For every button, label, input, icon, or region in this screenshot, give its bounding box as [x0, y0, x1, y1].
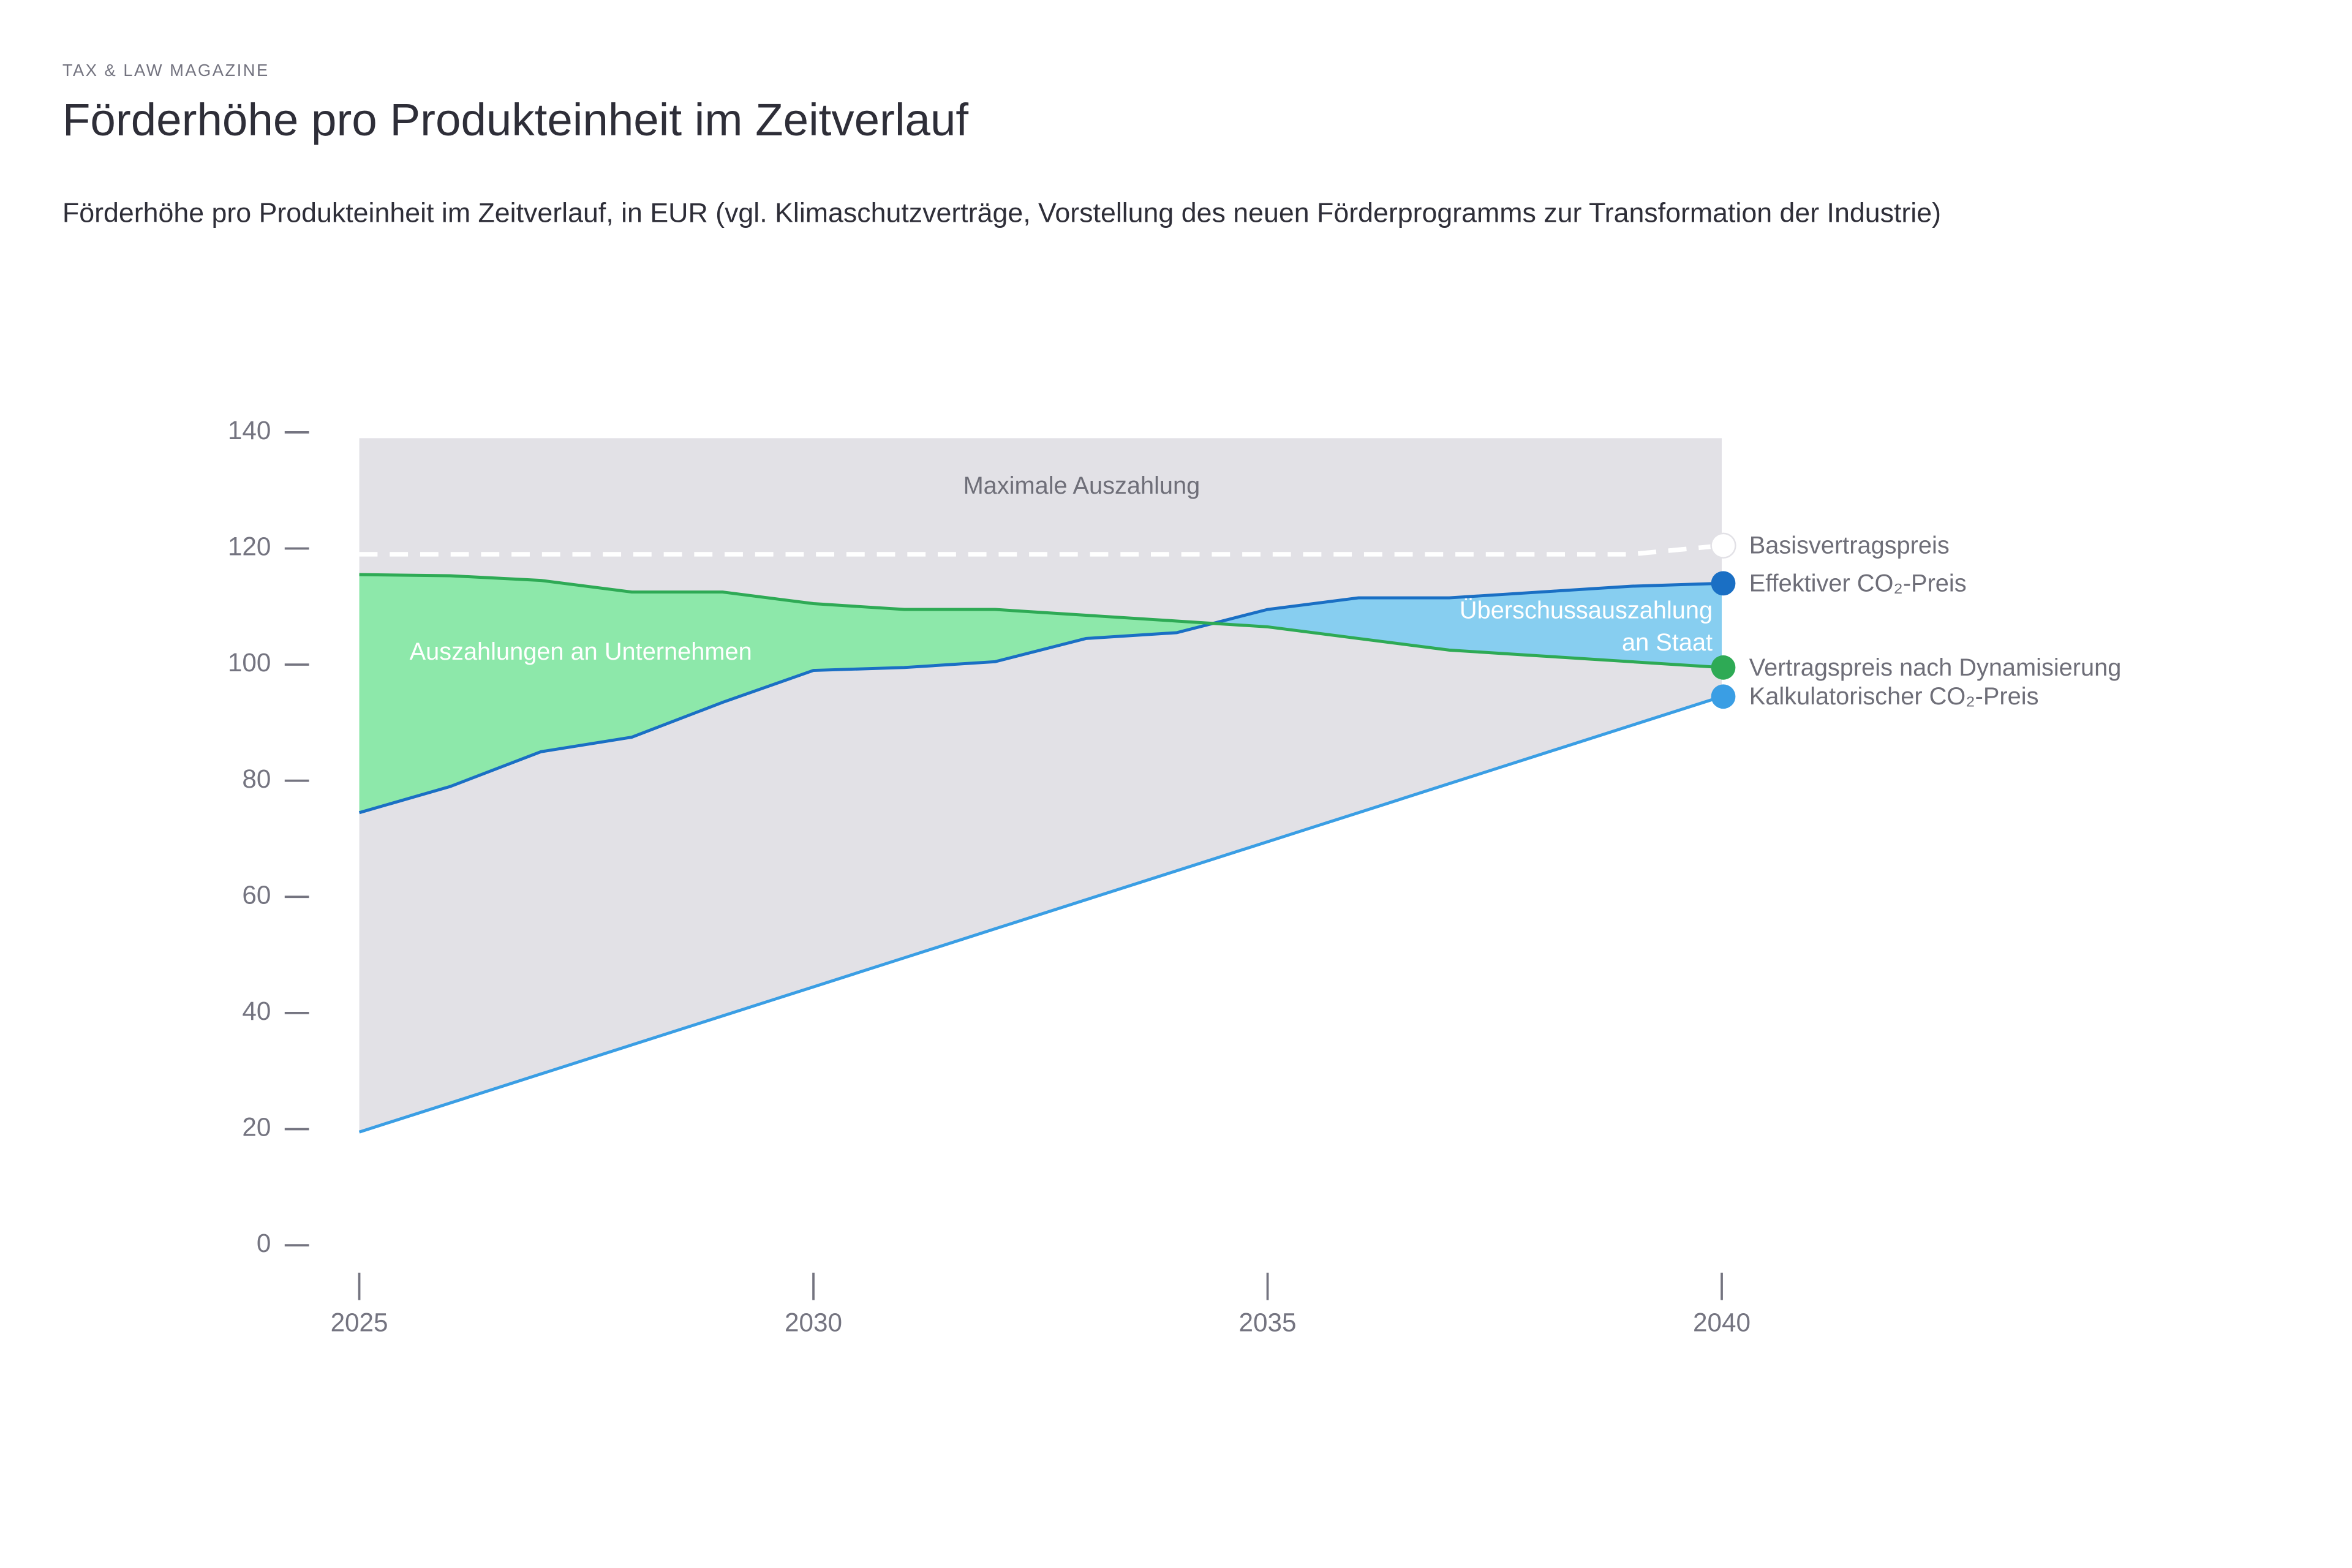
legend-dot	[1711, 684, 1736, 709]
kicker: TAX & LAW MAGAZINE	[62, 61, 270, 80]
x-tick-label: 2025	[331, 1308, 388, 1336]
chart-subtitle: Förderhöhe pro Produkteinheit im Zeitver…	[62, 198, 1941, 228]
y-tick-label: 80	[242, 764, 271, 793]
legend-dot	[1711, 655, 1736, 680]
legend-label: Effektiver CO₂-Preis	[1749, 570, 1967, 597]
legend-dot	[1710, 532, 1736, 559]
y-tick-label: 60	[242, 880, 271, 909]
company-area	[359, 575, 1213, 813]
chart-title: Förderhöhe pro Produkteinheit im Zeitver…	[62, 94, 969, 145]
series-line	[358, 581, 1722, 815]
annotation: Maximale Auszahlung	[963, 472, 1200, 499]
y-tick-label: 0	[257, 1229, 271, 1257]
series-line	[359, 543, 1722, 557]
legend-label: Vertragspreis nach Dynamisierung	[1749, 654, 2122, 681]
legend-label: Basisvertragspreis	[1749, 532, 1950, 559]
x-tick-label: 2035	[1239, 1308, 1297, 1336]
x-tick-label: 2030	[785, 1308, 842, 1336]
legend-label: Kalkulatorischer CO₂-Preis	[1749, 683, 2039, 710]
state-area	[1213, 583, 1722, 668]
legend-dot	[1711, 571, 1736, 596]
y-tick-label: 120	[228, 532, 271, 561]
annotation: Überschussauszahlung	[1460, 597, 1713, 624]
y-tick-label: 100	[228, 648, 271, 677]
annotation: Auszahlungen an Unternehmen	[410, 638, 752, 665]
y-tick-label: 140	[228, 416, 271, 445]
max-payout-area	[359, 438, 1722, 1133]
x-tick-label: 2040	[1693, 1308, 1751, 1336]
annotation: an Staat	[1622, 629, 1713, 656]
series-line	[359, 573, 1722, 669]
series-line	[358, 695, 1722, 1134]
y-tick-label: 20	[242, 1113, 271, 1142]
y-tick-label: 40	[242, 997, 271, 1025]
